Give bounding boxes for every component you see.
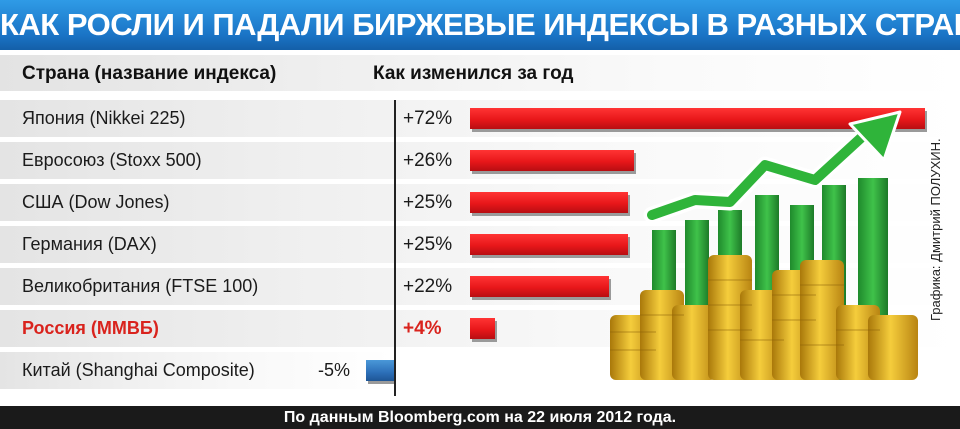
column-header-band — [0, 55, 960, 91]
page-title: КАК РОСЛИ И ПАДАЛИ БИРЖЕВЫЕ ИНДЕКСЫ В РА… — [0, 0, 960, 50]
growth-illustration — [610, 110, 918, 380]
value-label: +22% — [403, 276, 453, 297]
coin-stacks-icon — [610, 255, 918, 380]
bar-negative — [366, 360, 394, 381]
zero-axis-line — [394, 100, 396, 396]
column-header-country: Страна (название индекса) — [22, 63, 277, 84]
column-header-change: Как изменился за год — [373, 63, 574, 84]
country-label: США (Dow Jones) — [22, 192, 170, 212]
value-label: +25% — [403, 234, 453, 255]
country-label: Китай (Shanghai Composite) — [22, 360, 255, 380]
bar-positive — [470, 234, 628, 255]
country-label: Евросоюз (Stoxx 500) — [22, 150, 202, 170]
value-label: +72% — [403, 108, 453, 129]
bar-positive — [470, 276, 610, 297]
country-label: Япония (Nikkei 225) — [22, 108, 186, 128]
row-band — [0, 352, 392, 389]
source-footer: По данным Bloomberg.com на 22 июля 2012 … — [0, 406, 960, 429]
bar-positive — [470, 318, 496, 339]
graphics-credit: Графика: Дмитрий ПОЛУХИН. — [928, 138, 943, 322]
value-label: +25% — [403, 192, 453, 213]
bar-positive — [470, 150, 635, 171]
country-label: Россия (ММВБ) — [22, 318, 159, 338]
growth-arrow-icon — [643, 110, 902, 224]
value-label: +4% — [403, 318, 442, 339]
country-label: Великобритания (FTSE 100) — [22, 276, 259, 296]
bar-positive — [470, 108, 925, 129]
value-label: +26% — [403, 150, 453, 171]
country-label: Германия (DAX) — [22, 234, 157, 254]
bar-positive — [470, 192, 628, 213]
value-label: -5% — [318, 360, 351, 380]
